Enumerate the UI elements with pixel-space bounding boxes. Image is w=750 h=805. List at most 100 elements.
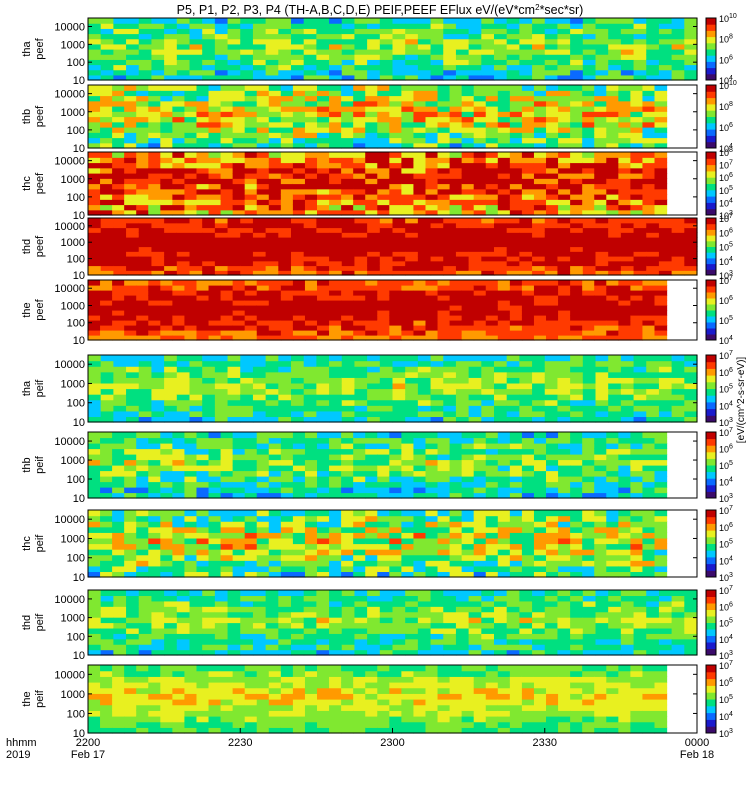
spectrogram-cell	[494, 251, 507, 256]
spectrogram-cell	[583, 261, 596, 266]
spectrogram-cell	[278, 247, 291, 252]
spectrogram-cell	[377, 152, 390, 158]
spectrogram-cell	[316, 39, 329, 45]
spectrogram-cell	[510, 532, 523, 538]
spectrogram-cell	[570, 290, 583, 296]
spectrogram-cell	[498, 111, 511, 117]
spectrogram-cell	[228, 49, 241, 55]
spectrogram-cell	[196, 560, 209, 566]
spectrogram-cell	[257, 471, 270, 477]
colorbar-tick-label: 108	[719, 34, 733, 45]
spectrogram-cell	[546, 482, 559, 488]
spectrogram-cell	[124, 138, 137, 144]
spectrogram-cell	[438, 157, 451, 163]
spectrogram-cell	[582, 460, 595, 466]
spectrogram-cell	[269, 127, 282, 133]
spectrogram-cell	[367, 54, 380, 60]
spectrogram-cell	[462, 138, 475, 144]
spectrogram-cell	[88, 372, 101, 378]
spectrogram-cell	[474, 295, 487, 301]
spectrogram-cell	[450, 476, 463, 482]
spectrogram-cell	[266, 394, 279, 400]
spectrogram-cell	[405, 261, 418, 266]
spectrogram-cell	[646, 59, 659, 65]
spectrogram-cell	[151, 242, 164, 247]
spectrogram-cell	[546, 173, 559, 179]
spectrogram-cell	[281, 538, 294, 544]
spectrogram-cell	[646, 400, 659, 406]
spectrogram-cell	[341, 90, 354, 96]
spectrogram-cell	[329, 538, 342, 544]
spectrogram-cell	[570, 228, 583, 233]
spectrogram-cell	[316, 232, 329, 237]
spectrogram-cell	[148, 106, 161, 112]
spectrogram-cell	[498, 90, 511, 96]
spectrogram-cell	[606, 471, 619, 477]
spectrogram-cell	[342, 39, 355, 45]
spectrogram-cell	[233, 168, 246, 174]
spectrogram-cell	[228, 223, 241, 228]
spectrogram-cell	[164, 383, 177, 389]
spectrogram-cell	[582, 432, 595, 438]
spectrogram-cell	[341, 132, 354, 138]
spectrogram-cell	[401, 205, 414, 211]
spectrogram-cell	[221, 122, 234, 128]
spectrogram-cell	[329, 173, 342, 179]
spectrogram-cell	[654, 127, 667, 133]
spectrogram-cell	[228, 28, 241, 34]
spectrogram-cell	[305, 555, 318, 561]
spectrogram-cell	[353, 295, 366, 301]
spectrogram-cell	[215, 23, 228, 29]
spectrogram-cell	[316, 59, 329, 65]
spectrogram-cell	[380, 49, 393, 55]
spectrogram-cell	[389, 538, 402, 544]
spectrogram-cell	[606, 111, 619, 117]
spectrogram-cell	[450, 295, 463, 301]
spectrogram-cell	[469, 389, 482, 395]
spectrogram-cell	[642, 476, 655, 482]
spectrogram-cell	[654, 305, 667, 311]
spectrogram-cell	[532, 400, 545, 406]
spectrogram-cell	[570, 44, 583, 50]
spectrogram-cell	[558, 549, 571, 555]
spectrogram-cell	[316, 411, 329, 417]
panel-probe-label: thc	[21, 176, 33, 191]
spectrogram-cell	[431, 377, 444, 383]
spectrogram-cell	[196, 111, 209, 117]
spectrogram-cell	[425, 560, 438, 566]
spectrogram-cell	[401, 538, 414, 544]
spectrogram-cell	[498, 96, 511, 102]
spectrogram-cell	[642, 90, 655, 96]
panel-product-label: peif	[34, 455, 46, 474]
spectrogram-cell	[257, 127, 270, 133]
spectrogram-cell	[469, 266, 482, 271]
spectrogram-cell	[654, 106, 667, 112]
spectrogram-cell	[253, 251, 266, 256]
spectrogram-cell	[438, 194, 451, 200]
spectrogram-cell	[317, 101, 330, 107]
spectrogram-cell	[425, 538, 438, 544]
spectrogram-cell	[228, 389, 241, 395]
panel-probe-label: tha	[21, 40, 33, 56]
spectrogram-cell	[228, 266, 241, 271]
spectrogram-cell	[582, 300, 595, 306]
spectrogram-cell	[100, 560, 113, 566]
spectrogram-cell	[431, 355, 444, 361]
spectrogram-cell	[269, 117, 282, 123]
spectrogram-cell	[291, 242, 304, 247]
spectrogram-cell	[570, 117, 583, 123]
spectrogram-cell	[558, 538, 571, 544]
spectrogram-cell	[184, 460, 197, 466]
spectrogram-cell	[557, 266, 570, 271]
spectrogram-cell	[164, 411, 177, 417]
spectrogram-cell	[462, 127, 475, 133]
spectrogram-cell	[413, 285, 426, 291]
spectrogram-cell	[269, 544, 282, 550]
spectrogram-cell	[257, 510, 270, 516]
spectrogram-cell	[281, 122, 294, 128]
spectrogram-cell	[112, 555, 125, 561]
spectrogram-cell	[341, 280, 354, 286]
spectrogram-cell	[317, 330, 330, 336]
spectrogram-cell	[684, 232, 697, 237]
spectrogram-cell	[606, 90, 619, 96]
